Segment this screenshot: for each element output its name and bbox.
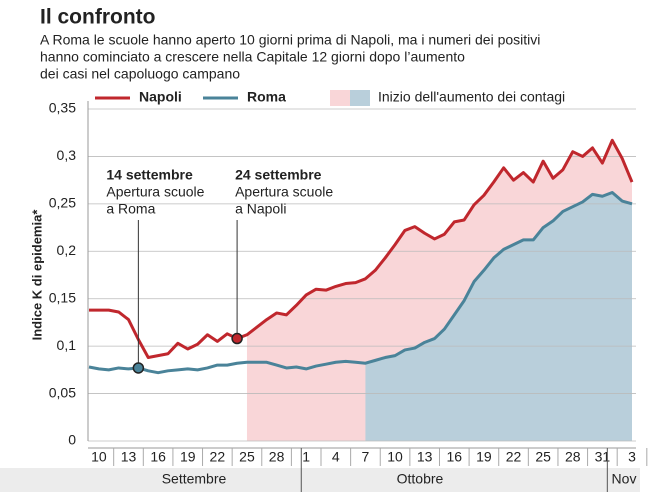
y-tick-label: 0,2 [57, 242, 77, 258]
y-axis-label: Indice K di epidemia* [29, 209, 44, 341]
annotation-text: a Roma [106, 201, 155, 217]
x-tick-label: 10 [91, 449, 107, 465]
x-tick-label: 31 [595, 449, 611, 465]
legend-label: Roma [247, 89, 286, 105]
chart-title: Il confronto [40, 6, 155, 29]
x-tick-label: 19 [476, 449, 492, 465]
legend-swatch [350, 90, 370, 106]
annotation-marker [231, 332, 243, 345]
legend-swatch [330, 90, 350, 106]
month-label: Settembre [162, 471, 227, 487]
y-tick-label: 0,35 [49, 100, 76, 116]
subtitle: dei casi nel capoluogo campano [40, 66, 240, 82]
x-tick-label: 1 [302, 449, 310, 465]
annotation-title: 24 settembre [235, 167, 322, 183]
subtitle: hanno cominciato a crescere nella Capita… [40, 49, 465, 65]
x-tick-label: 28 [565, 449, 581, 465]
x-tick-label: 16 [150, 449, 166, 465]
x-tick-label: 28 [269, 449, 285, 465]
annotation-text: Apertura scuole [235, 184, 333, 200]
x-tick-label: 16 [447, 449, 463, 465]
x-tick-label: 25 [239, 449, 255, 465]
annotation-text: Apertura scuole [106, 184, 204, 200]
month-label: Nov [612, 471, 637, 487]
y-tick-label: 0,3 [57, 147, 77, 163]
x-tick-label: 13 [417, 449, 433, 465]
annotation-text: a Napoli [235, 201, 286, 217]
highlight-area [365, 192, 632, 441]
y-tick-label: 0 [68, 432, 76, 448]
x-tick-label: 22 [506, 449, 522, 465]
legend-label: Napoli [139, 89, 182, 105]
x-tick-label: 3 [628, 449, 636, 465]
legend-label: Inizio dell'aumento dei contagi [378, 89, 565, 105]
y-tick-label: 0,05 [49, 384, 76, 400]
y-tick-label: 0,25 [49, 195, 76, 211]
month-band [0, 468, 640, 492]
y-tick-label: 0,15 [49, 289, 76, 305]
x-tick-label: 25 [535, 449, 551, 465]
x-tick-label: 13 [121, 449, 137, 465]
x-tick-label: 10 [387, 449, 403, 465]
x-tick-label: 19 [180, 449, 196, 465]
subtitle: A Roma le scuole hanno aperto 10 giorni … [40, 32, 540, 48]
series-line [89, 138, 634, 360]
annotation-marker [132, 362, 145, 374]
x-tick-label: 4 [332, 449, 340, 465]
series-line [88, 190, 633, 375]
x-tick-label: 7 [362, 449, 370, 465]
y-tick-label: 0,1 [57, 337, 77, 353]
month-label: Ottobre [397, 471, 444, 487]
x-tick-label: 22 [210, 449, 226, 465]
annotation-title: 14 settembre [106, 167, 193, 183]
